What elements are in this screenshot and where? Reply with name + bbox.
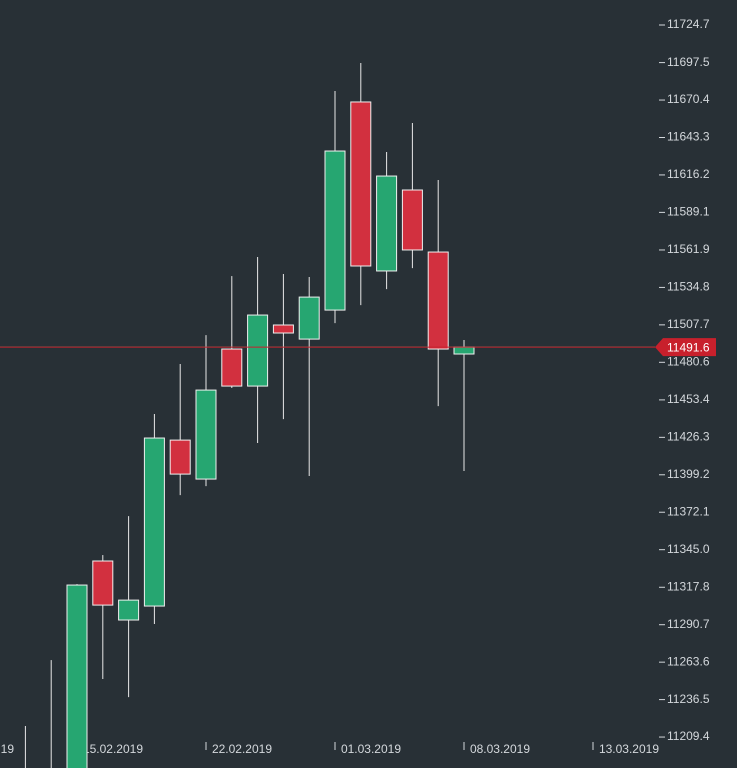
y-tick-label: 11616.2 [667,167,710,181]
y-tick-label: 11507.7 [667,317,710,331]
y-tick-label: 11643.3 [667,130,710,144]
y-tick-label: 11236.5 [667,692,710,706]
candle-body [169,439,191,475]
x-tick-label: 22.02.2019 [212,742,272,756]
candle-body [298,296,320,340]
y-tick-label: 11290.7 [667,617,710,631]
last-price-label: 11491.6 [667,340,710,354]
candle-body [401,189,423,251]
y-tick-label: 11263.6 [667,654,710,668]
price-axis: 11724.7 11697.5 11670.4 11643.3 11616.2 11589… [655,17,716,743]
y-tick-label: 11399.2 [667,467,710,481]
candle-body [272,324,294,334]
x-tick-label: 19 [1,742,15,756]
candle-body [324,150,346,311]
y-tick-label: 11480.6 [667,354,710,368]
y-tick-label: 11426.3 [667,430,710,444]
x-tick-label: 15.02.2019 [83,742,143,756]
last-price-tag [655,338,716,357]
candle-body [247,314,269,387]
y-tick-label: 11317.8 [667,579,710,593]
candle-body [66,584,88,768]
y-tick-label: 11534.8 [667,280,710,294]
candle-body [221,348,243,387]
x-tick-label: 08.03.2019 [470,742,530,756]
candle-body [350,101,372,267]
candle-body [118,599,140,621]
x-tick-label: 13.03.2019 [599,742,659,756]
y-tick-label: 11697.5 [667,55,710,69]
y-tick-label: 11589.1 [667,205,710,219]
candle-body [427,251,449,350]
candle-body [92,560,114,606]
y-tick-label: 11670.4 [667,92,710,106]
y-tick-label: 11453.4 [667,392,710,406]
y-tick-label: 11209.4 [667,729,710,743]
candle-body [453,346,475,355]
y-tick-label: 11561.9 [667,242,710,256]
y-tick-label: 11724.7 [667,17,710,31]
candle-body [195,389,217,480]
plot-area: 19 15.02.2019 22.02.2019 01.03.2019 08.03.20… [0,63,659,768]
y-tick-label: 11345.0 [667,542,710,556]
x-tick-label: 01.03.2019 [341,742,401,756]
y-tick-label: 11372.1 [667,504,710,518]
candle-body [143,437,165,607]
candle-body [376,175,398,272]
